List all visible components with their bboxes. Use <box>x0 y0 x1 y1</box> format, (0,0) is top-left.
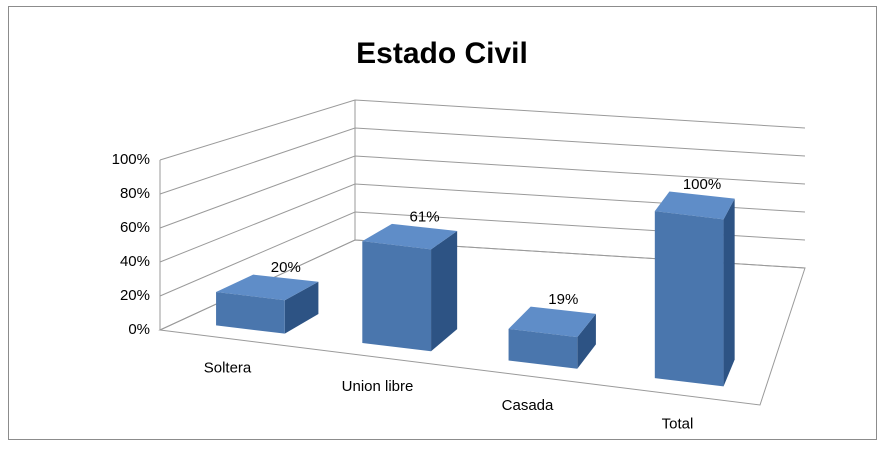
y-tick-label: 20% <box>120 287 150 304</box>
bar-front <box>654 211 724 387</box>
bar-top <box>508 306 596 338</box>
bar-front <box>508 328 578 369</box>
bar-front <box>362 241 432 352</box>
y-tick-label: 80% <box>120 185 150 202</box>
bar <box>508 306 596 369</box>
value-label: 61% <box>410 208 440 225</box>
x-tick-label: Casada <box>502 397 554 414</box>
y-tick-label: 0% <box>128 321 150 338</box>
bar <box>216 274 319 334</box>
y-tick-label: 100% <box>112 151 150 168</box>
y-tick-label: 40% <box>120 253 150 270</box>
bar-front <box>216 291 285 334</box>
bar-top <box>216 274 319 301</box>
grid-line <box>159 127 806 195</box>
x-tick-label: Total <box>662 416 694 433</box>
bar-side <box>723 198 735 387</box>
grid-line <box>159 183 806 263</box>
bar-top <box>654 191 735 220</box>
x-tick-label: Union libre <box>342 378 414 395</box>
chart-title: Estado Civil <box>356 37 528 70</box>
grid-line <box>159 99 806 161</box>
bar-side <box>284 281 319 334</box>
grid-line <box>159 155 806 229</box>
bar-top <box>362 223 458 250</box>
x-tick-label: Soltera <box>204 359 252 376</box>
value-label: 100% <box>683 176 721 193</box>
value-label: 19% <box>548 291 578 308</box>
bar <box>362 223 458 352</box>
y-tick-label: 60% <box>120 219 150 236</box>
bar-side <box>431 230 458 352</box>
value-label: 20% <box>271 259 301 276</box>
bar <box>654 191 735 387</box>
bar-side <box>577 313 596 369</box>
